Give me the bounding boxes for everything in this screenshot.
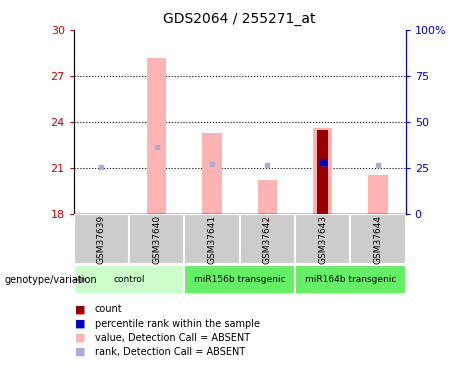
Bar xyxy=(317,129,328,214)
Text: ■: ■ xyxy=(76,319,86,328)
Bar xyxy=(295,214,350,264)
Bar xyxy=(368,176,388,214)
Bar xyxy=(350,214,406,264)
Text: percentile rank within the sample: percentile rank within the sample xyxy=(95,319,260,328)
Bar xyxy=(313,128,332,214)
Bar xyxy=(295,265,406,294)
Text: GSM37642: GSM37642 xyxy=(263,214,272,264)
Text: miR164b transgenic: miR164b transgenic xyxy=(305,275,396,284)
Bar xyxy=(258,180,277,214)
Bar xyxy=(74,265,184,294)
Text: GSM37640: GSM37640 xyxy=(152,214,161,264)
Text: GSM37641: GSM37641 xyxy=(207,214,217,264)
Text: GSM37643: GSM37643 xyxy=(318,214,327,264)
Bar xyxy=(147,58,166,214)
Title: GDS2064 / 255271_at: GDS2064 / 255271_at xyxy=(164,12,316,26)
Bar xyxy=(184,214,240,264)
Text: ■: ■ xyxy=(76,333,86,343)
Text: GSM37639: GSM37639 xyxy=(97,214,106,264)
Text: control: control xyxy=(113,275,145,284)
Text: GSM37644: GSM37644 xyxy=(373,214,383,264)
Bar xyxy=(74,214,129,264)
Text: genotype/variation: genotype/variation xyxy=(5,275,97,285)
Text: ■: ■ xyxy=(76,347,86,357)
Text: value, Detection Call = ABSENT: value, Detection Call = ABSENT xyxy=(95,333,249,343)
Text: miR156b transgenic: miR156b transgenic xyxy=(194,275,285,284)
Bar xyxy=(129,214,184,264)
Text: ■: ■ xyxy=(76,304,86,314)
Text: count: count xyxy=(95,304,122,314)
Bar xyxy=(240,214,295,264)
Bar xyxy=(184,265,295,294)
Text: rank, Detection Call = ABSENT: rank, Detection Call = ABSENT xyxy=(95,347,245,357)
Bar xyxy=(202,133,222,214)
